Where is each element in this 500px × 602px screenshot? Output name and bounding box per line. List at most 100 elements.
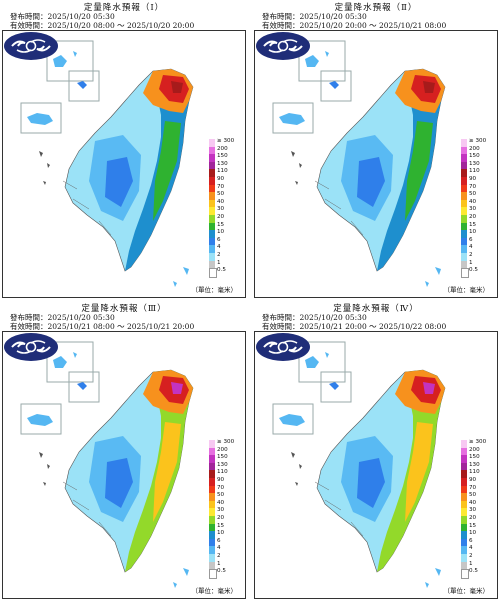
issue-time: 發布時間：2025/10/20 05:30 [262,12,367,21]
legend-swatch [461,169,467,177]
cwa-logo [4,32,58,60]
legend-label: 2 [217,552,221,559]
legend-swatch [209,139,215,147]
legend-swatch [461,523,467,532]
legend-label: 0.5 [469,267,478,274]
taiwan-rainfall-map [255,332,497,598]
color-legend: ≥ 300 200 150 130 110 90 70 50 40 30 20 15 10 6 4 2 1 0.5 [461,138,491,278]
legend-label: 1 [469,259,473,266]
legend-label: 150 [469,454,480,461]
legend-label: 70 [217,183,225,190]
legend-entry: 2 [209,552,239,562]
legend-label: 4 [469,244,473,251]
legend-swatch [209,237,215,246]
legend-swatch [209,538,215,547]
legend-entry: 50 [461,492,491,501]
legend-label: 110 [469,469,480,476]
legend-label: 30 [217,507,225,514]
legend-label: 90 [469,476,477,483]
legend-swatch [209,245,215,253]
legend-swatch [209,169,215,177]
legend-entry: 130 [209,461,239,471]
legend-entry: 10 [461,530,491,539]
unit-label: （單位：毫米） [191,587,238,595]
legend-entry: 2 [461,552,491,562]
legend-label: 110 [217,469,228,476]
legend-entry: 40 [209,199,239,208]
panel-title: 定量降水預報（Ⅰ） [83,3,165,13]
legend-label: 110 [469,168,480,175]
legend-swatch [461,531,467,539]
legend-label: 2 [469,552,473,559]
legend-entry: 20 [461,214,491,223]
legend-label: 15 [469,221,477,228]
legend-swatch [209,268,217,278]
legend-swatch [209,523,215,532]
legend-swatch [209,553,215,562]
legend-swatch [461,214,467,223]
legend-swatch [209,146,215,155]
legend-swatch [461,207,467,215]
legend-swatch [209,485,215,494]
legend-entry: 130 [461,160,491,170]
cwa-logo [4,333,58,361]
legend-label: 200 [469,446,480,453]
legend-swatch [461,154,467,162]
legend-swatch [461,139,467,147]
legend-entry: 30 [209,206,239,215]
legend-label: 50 [217,492,225,499]
legend-label: 1 [217,560,221,567]
legend-label: 200 [469,145,480,152]
legend-label: 200 [217,446,228,453]
legend-swatch [461,176,467,185]
legend-label: ≥ 300 [469,439,487,445]
legend-label: 130 [217,160,228,167]
legend-swatch [209,230,215,238]
legend-entry: 4 [209,545,239,554]
legend-label: 6 [217,537,221,544]
legend-entry: 6 [461,237,491,246]
legend-entry: ≥ 300 [461,439,491,448]
cwa-logo [256,32,310,60]
legend-label: 6 [217,236,221,243]
legend-label: ≥ 300 [217,439,235,445]
legend-entry: 150 [209,153,239,162]
legend-label: 150 [469,153,480,160]
legend-label: 150 [217,153,228,160]
legend-swatch [209,493,215,501]
legend-swatch [209,192,215,200]
legend-label: 130 [469,160,480,167]
legend-swatch [461,508,467,516]
legend-entry: 130 [461,461,491,471]
legend-label: 130 [469,461,480,468]
legend-label: 10 [217,229,225,236]
legend-entry: 70 [461,485,491,494]
legend-swatch [209,546,215,554]
legend-entry: 15 [209,523,239,532]
unit-label: （單位：毫米） [443,587,490,595]
legend-entry: 150 [209,454,239,463]
legend-entry: 50 [461,191,491,200]
legend-entry: 20 [209,515,239,524]
legend-label: 2 [469,251,473,258]
legend-entry: 15 [461,221,491,231]
legend-swatch [209,199,215,208]
legend-label: 15 [469,522,477,529]
legend-entry: 90 [209,176,239,185]
legend-entry: 10 [461,229,491,238]
legend-swatch [461,470,467,478]
legend-entry: 1 [209,560,239,570]
legend-label: 130 [217,461,228,468]
valid-time: 有效時間：2025/10/21 08:00 ～ 2025/10/21 20:00 [10,322,195,331]
legend-entry: 200 [209,146,239,155]
valid-time: 有效時間：2025/10/21 20:00 ～ 2025/10/22 08:00 [262,322,447,331]
legend-swatch [209,462,215,471]
valid-time: 有效時間：2025/10/20 08:00 ～ 2025/10/20 20:00 [10,21,195,30]
legend-swatch [461,538,467,547]
forecast-panel-1: 定量降水預報（Ⅰ） 發布時間：2025/10/20 05:30 有效時間：202… [0,0,248,299]
legend-entry: 10 [209,530,239,539]
legend-entry: 4 [209,244,239,253]
legend-label: 10 [469,229,477,236]
cwa-logo [256,333,310,361]
legend-label: 20 [469,514,477,521]
